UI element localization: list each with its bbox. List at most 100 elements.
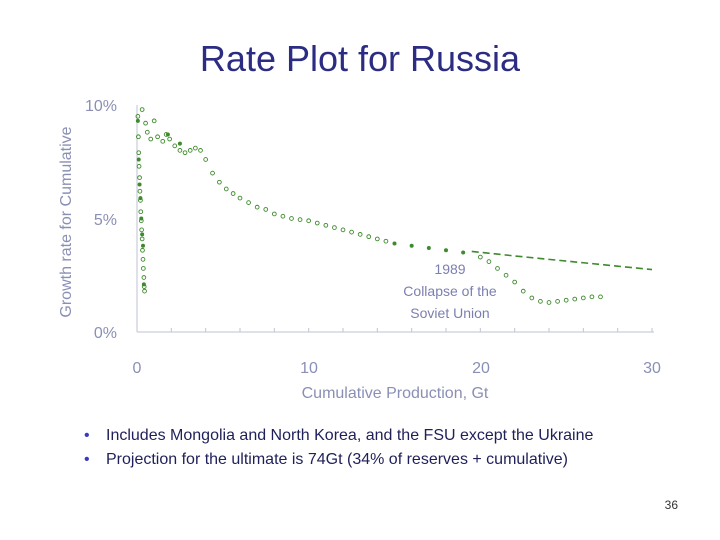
data-point xyxy=(138,209,144,215)
data-point xyxy=(140,257,146,262)
data-point xyxy=(143,120,148,126)
x-tick-marks xyxy=(136,328,653,332)
data-point xyxy=(495,266,500,271)
data-point xyxy=(555,299,560,304)
bullet-item: • Projection for the ultimate is 74Gt (34… xyxy=(78,448,698,472)
data-point xyxy=(136,150,142,156)
filled-data-point xyxy=(177,141,182,146)
data-point xyxy=(580,295,586,301)
data-point xyxy=(203,157,209,162)
data-point xyxy=(589,294,595,300)
data-point xyxy=(142,288,147,294)
data-point xyxy=(546,300,552,305)
data-point xyxy=(217,179,222,185)
x-tick-label: 30 xyxy=(643,360,661,377)
bullet-item: • Includes Mongolia and North Korea, and … xyxy=(78,424,698,448)
y-axis-label: Growth rate for Cumulative xyxy=(58,126,75,317)
data-point xyxy=(177,148,183,153)
data-point xyxy=(193,145,198,151)
x-tick-label: 0 xyxy=(133,360,142,377)
data-point xyxy=(139,107,145,112)
data-point xyxy=(340,227,346,233)
data-point xyxy=(357,232,363,237)
bullet-text: Includes Mongolia and North Korea, and t… xyxy=(106,427,594,444)
data-point xyxy=(512,279,518,285)
projection-line xyxy=(471,250,653,271)
data-point xyxy=(503,272,509,278)
data-point xyxy=(383,238,389,244)
bullet-icon: • xyxy=(84,427,90,444)
x-axis-label: Cumulative Production, Gt xyxy=(302,385,489,402)
data-point xyxy=(136,134,141,140)
filled-data-point xyxy=(141,282,146,287)
data-point xyxy=(332,225,337,230)
data-point xyxy=(280,213,286,219)
filled-data-point xyxy=(135,118,140,123)
filled-data-point xyxy=(139,216,144,221)
data-point xyxy=(520,288,526,294)
bullet-list: • Includes Mongolia and North Korea, and … xyxy=(78,424,698,472)
filled-data-point xyxy=(392,241,397,246)
data-point xyxy=(230,191,236,196)
bullet-icon: • xyxy=(84,451,90,468)
data-point xyxy=(297,217,303,222)
slide-title: Rate Plot for Russia xyxy=(199,38,521,79)
data-point xyxy=(563,297,569,303)
data-point xyxy=(538,299,543,304)
annotation-line: Soviet Union xyxy=(410,305,489,321)
data-point xyxy=(187,148,193,153)
filled-data-point xyxy=(138,196,143,201)
data-point xyxy=(139,236,145,242)
series-group xyxy=(135,107,653,305)
data-point xyxy=(314,220,320,226)
data-point xyxy=(366,234,372,240)
data-point xyxy=(306,218,312,224)
data-point xyxy=(172,143,178,149)
data-point xyxy=(160,138,166,144)
data-point xyxy=(151,118,157,124)
filled-data-point xyxy=(165,132,170,137)
data-point xyxy=(572,296,578,302)
data-point xyxy=(167,136,172,142)
x-tick-label: 20 xyxy=(472,360,490,377)
rate-chart: 0% 5% 10% 0 10 20 30 Cumulative Producti… xyxy=(58,98,661,402)
filled-data-point xyxy=(461,250,466,255)
data-point xyxy=(349,229,354,235)
data-point xyxy=(198,148,203,153)
filled-data-point xyxy=(409,243,414,248)
data-point xyxy=(144,129,150,135)
annotation-line: 1989 xyxy=(434,261,465,277)
data-point xyxy=(477,254,483,260)
data-point xyxy=(140,247,145,253)
data-point xyxy=(155,134,160,140)
data-point xyxy=(486,259,492,264)
data-point xyxy=(148,136,154,142)
y-tick-label: 0% xyxy=(94,325,117,342)
filled-data-point xyxy=(141,243,146,248)
filled-data-point xyxy=(426,246,431,251)
data-point xyxy=(139,227,144,233)
page-number: 36 xyxy=(664,498,678,512)
filled-data-point xyxy=(137,182,142,187)
data-point xyxy=(271,211,277,217)
data-point xyxy=(598,294,603,300)
y-tick-label: 5% xyxy=(94,212,117,229)
data-point xyxy=(323,222,329,228)
data-point xyxy=(182,150,188,156)
data-point xyxy=(141,275,147,280)
data-point xyxy=(237,195,243,201)
data-point xyxy=(246,200,251,205)
data-point xyxy=(263,207,269,212)
x-tick-label: 10 xyxy=(300,360,318,377)
data-point xyxy=(137,188,143,194)
data-point xyxy=(374,236,380,242)
filled-data-point xyxy=(444,248,448,253)
data-point xyxy=(137,175,142,180)
data-point xyxy=(210,170,215,176)
data-point xyxy=(223,186,229,192)
filled-data-point xyxy=(136,157,141,162)
filled-data-point xyxy=(140,232,145,237)
annotation-line: Collapse of the xyxy=(403,283,497,299)
data-point xyxy=(141,266,146,271)
data-point xyxy=(136,163,142,169)
